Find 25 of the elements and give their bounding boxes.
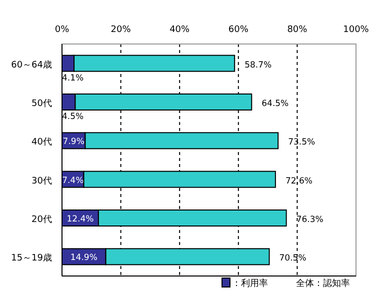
x-tick-label: 80% (287, 25, 308, 35)
x-tick-label: 20% (110, 25, 132, 35)
x-tick-label: 40% (170, 25, 190, 35)
legend-label: ：利用率 (232, 278, 268, 289)
y-tick-label: 15～19歳 (11, 252, 52, 264)
y-tick-label: 60～64歳 (11, 59, 52, 70)
y-tick-label: 50代 (32, 98, 52, 109)
total-label: 64.5% (262, 99, 289, 109)
total-label: 70.5% (279, 254, 306, 264)
data-label: 4.1% (62, 73, 84, 84)
x-tick-label: 100% (343, 25, 370, 35)
x-tick-label: 60% (228, 25, 249, 35)
total-label: 58.7% (244, 60, 272, 70)
data-label: 7.9% (62, 137, 84, 148)
x-tick-label: 0% (54, 25, 70, 35)
data-label: 4.5% (62, 112, 84, 122)
y-tick-label: 20代 (32, 214, 52, 225)
y-tick-label: 40代 (32, 136, 52, 148)
total-label: 72.6% (285, 176, 312, 186)
text: 全体：認知率 (296, 278, 350, 289)
total-label: 76.3% (296, 215, 324, 225)
data-label: 12.4% (66, 214, 94, 224)
data-label: 14.9% (70, 253, 98, 264)
total-label: 73.5% (288, 138, 316, 148)
y-tick-label: 30代 (32, 175, 52, 186)
